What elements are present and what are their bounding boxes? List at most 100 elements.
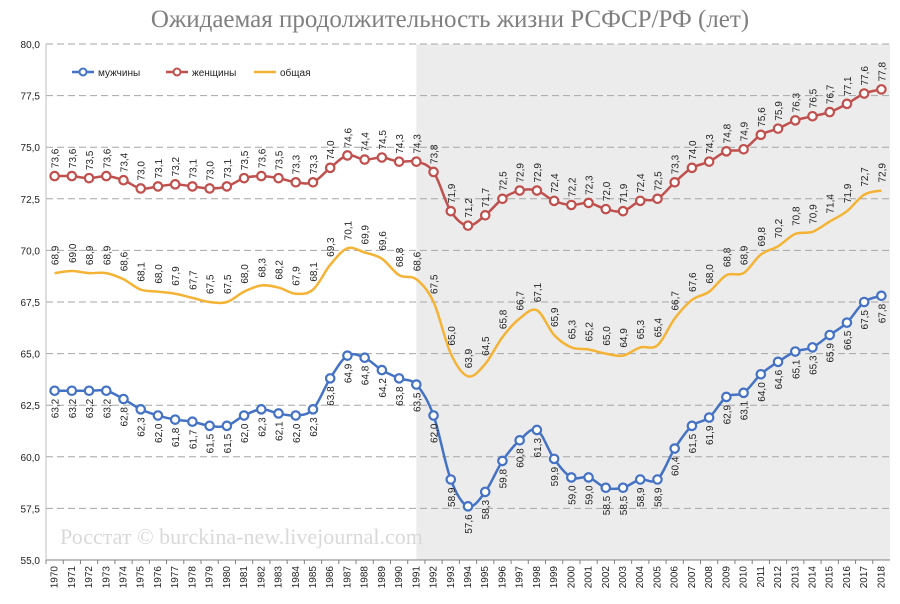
x-tick-label: 1973 [101, 566, 112, 589]
x-tick-label: 2018 [876, 566, 887, 589]
data-point-men [652, 474, 663, 485]
data-point-men [118, 393, 129, 405]
data-point-women [342, 150, 353, 161]
data-point-men [876, 290, 887, 302]
data-point-men [256, 404, 267, 415]
x-tick-label: 1992 [429, 566, 440, 589]
data-label-total: 68,6 [120, 251, 131, 271]
x-tick-label: 1984 [291, 566, 302, 589]
data-label-total: 67,6 [688, 272, 699, 292]
x-tick-label: 1979 [205, 566, 216, 589]
data-label-total: 68,3 [257, 258, 268, 278]
data-label-men: 61,5 [688, 433, 699, 453]
data-point-women [531, 185, 543, 196]
data-point-women [583, 197, 594, 209]
data-label-women: 73,6 [102, 148, 113, 168]
data-label-men: 62,1 [275, 421, 286, 441]
data-label-women: 72,5 [653, 171, 664, 191]
data-point-women [152, 181, 164, 192]
y-tick-label: 62,5 [21, 401, 41, 412]
data-point-women [100, 170, 112, 182]
y-tick-label: 70,0 [21, 246, 41, 257]
data-label-total: 68,9 [740, 245, 751, 265]
data-point-women [256, 170, 267, 182]
data-label-women: 77,6 [860, 66, 871, 86]
data-label-men: 60,8 [516, 448, 527, 468]
x-tick-label: 2011 [756, 566, 767, 588]
data-point-women [273, 172, 284, 184]
data-point-men [152, 410, 164, 421]
data-label-men: 58,9 [636, 487, 647, 507]
x-tick-label: 2000 [566, 566, 577, 589]
data-label-men: 62,3 [257, 417, 268, 437]
data-label-men: 67,5 [860, 310, 871, 330]
x-tick-label: 2015 [825, 566, 836, 589]
data-point-men [169, 414, 181, 425]
data-label-women: 73,5 [85, 150, 96, 170]
data-label-women: 74,0 [688, 140, 699, 160]
data-point-women [548, 195, 560, 207]
data-point-men [514, 434, 525, 446]
data-point-men [497, 455, 508, 467]
data-label-men: 58,3 [481, 499, 492, 519]
data-point-women [876, 84, 887, 95]
data-point-men [686, 420, 698, 432]
data-label-men: 63,2 [85, 398, 96, 418]
data-point-women [634, 195, 646, 207]
data-label-men: 64,6 [774, 369, 785, 389]
y-tick-label: 57,5 [21, 504, 41, 515]
x-tick-label: 1994 [463, 566, 474, 589]
data-label-women: 72,4 [550, 173, 561, 193]
x-tick-label: 2007 [687, 566, 698, 589]
data-label-total: 69,6 [378, 231, 389, 251]
x-tick-label: 2008 [704, 566, 715, 589]
data-point-women [600, 203, 612, 215]
data-label-women: 77,8 [877, 62, 888, 82]
data-point-men [841, 317, 853, 328]
data-point-women [721, 146, 732, 157]
x-tick-label: 1999 [549, 566, 560, 589]
data-label-women: 74,6 [343, 128, 354, 148]
data-label-men: 64,8 [361, 365, 372, 385]
data-label-women: 73,1 [223, 159, 234, 179]
data-point-men [290, 410, 302, 421]
data-label-women: 72,3 [585, 175, 596, 195]
data-label-total: 65,3 [636, 320, 647, 340]
x-tick-label: 1972 [84, 566, 95, 589]
data-label-women: 73,0 [206, 161, 217, 181]
data-label-total: 64,5 [481, 336, 492, 356]
data-label-men: 58,5 [602, 495, 613, 515]
x-tick-label: 1996 [497, 566, 508, 589]
axis-layer: 55,0 57,5 60,0 62,5 65,0 67,5 70,0 72,5 75,0 77,5… [21, 40, 890, 588]
data-point-women [772, 123, 784, 134]
data-label-total: 68,0 [154, 264, 165, 284]
data-label-women: 71,2 [464, 198, 475, 218]
data-label-total: 69,9 [361, 225, 372, 245]
data-label-men: 59,9 [550, 466, 561, 486]
data-point-men [462, 501, 474, 512]
data-label-total: 68,9 [51, 245, 62, 265]
data-label-total: 69,3 [326, 237, 337, 257]
data-point-men [548, 453, 560, 465]
data-label-total: 65,4 [653, 317, 664, 337]
data-point-women [669, 176, 680, 188]
data-point-men [772, 356, 784, 368]
data-label-women: 74,3 [395, 134, 406, 154]
data-label-men: 64,0 [757, 382, 768, 402]
data-label-total: 68,8 [722, 247, 733, 267]
data-point-women [462, 220, 474, 231]
data-label-total: 68,8 [395, 247, 406, 267]
x-tick-label: 1998 [532, 566, 543, 589]
data-label-women: 72,4 [636, 173, 647, 193]
x-tick-label: 1995 [480, 566, 491, 589]
x-tick-label: 1989 [377, 566, 388, 589]
data-point-men [789, 346, 801, 357]
data-point-women [204, 183, 215, 194]
x-tick-label: 1988 [360, 566, 371, 589]
x-tick-label: 2003 [618, 566, 629, 589]
data-point-women [617, 205, 629, 217]
data-point-women [479, 210, 491, 221]
data-point-men [703, 412, 715, 423]
data-point-women [858, 88, 870, 99]
